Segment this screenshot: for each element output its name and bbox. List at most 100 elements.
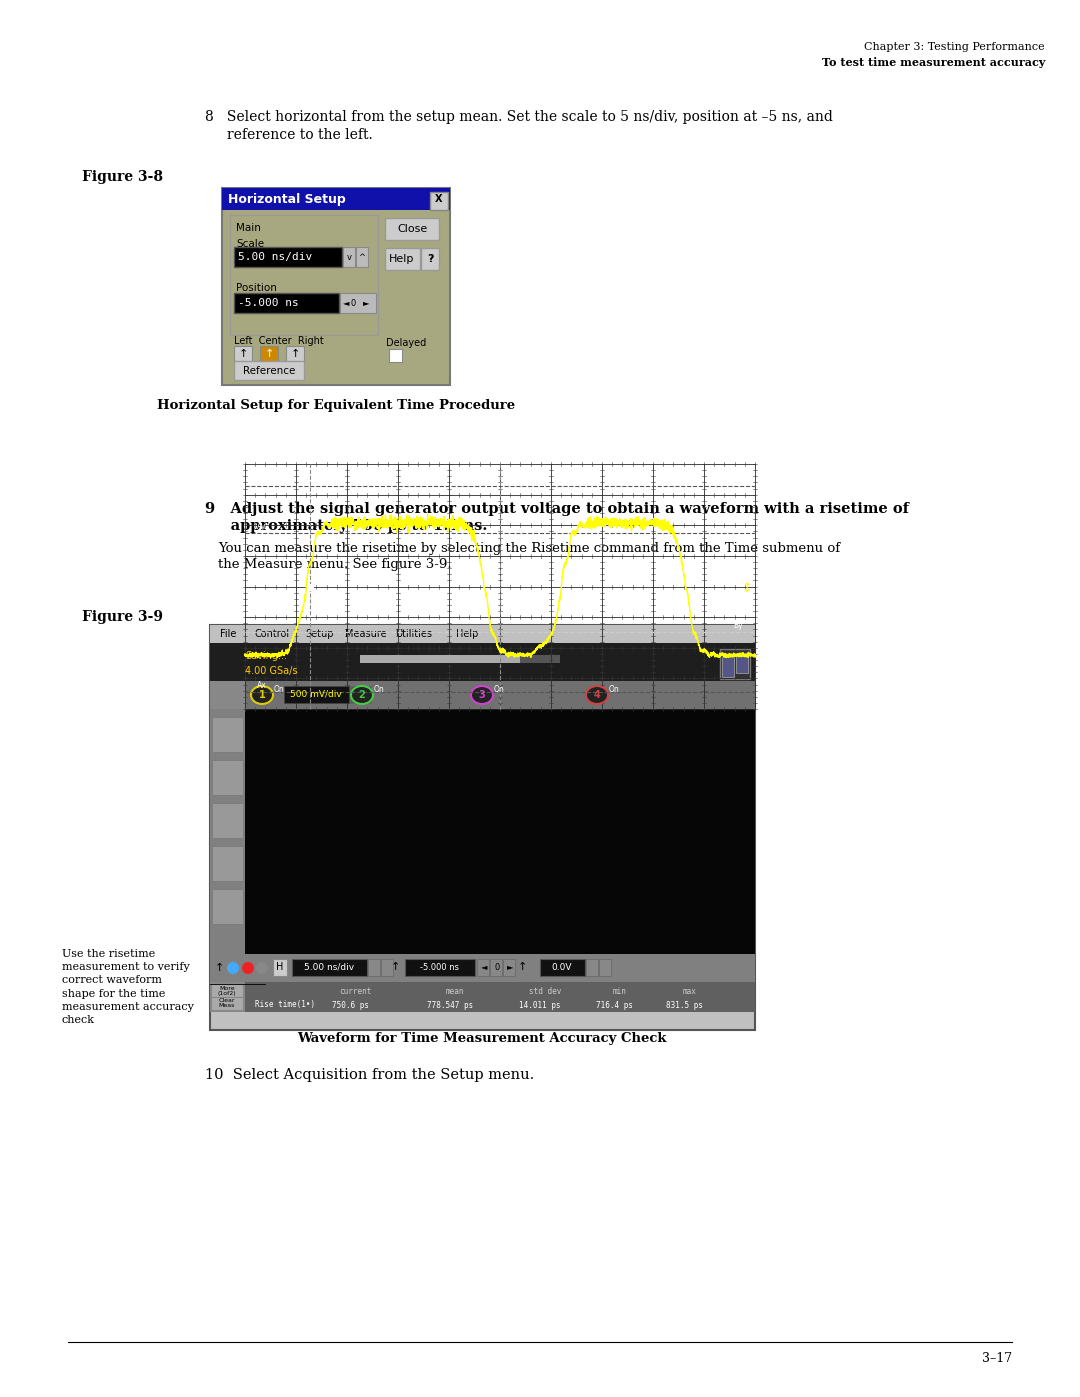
Text: Ay: Ay [257, 521, 267, 531]
Bar [210, 954, 755, 982]
Circle shape [242, 963, 254, 974]
Text: Waveform for Time Measurement Accuracy Check: Waveform for Time Measurement Accuracy C… [297, 1032, 666, 1045]
Bar [234, 247, 342, 267]
Bar [212, 803, 243, 838]
Text: Clear
Meas: Clear Meas [219, 997, 235, 1009]
Bar [234, 360, 303, 380]
Bar [490, 958, 502, 977]
Bar [210, 982, 245, 1011]
Text: Main: Main [237, 224, 261, 233]
Bar [212, 847, 243, 882]
Text: On: On [609, 686, 620, 694]
Circle shape [256, 963, 268, 974]
Text: ►: ► [363, 299, 369, 307]
Text: ↑: ↑ [265, 349, 273, 359]
Text: 750.6 ps: 750.6 ps [332, 1000, 368, 1010]
Text: 0: 0 [350, 299, 355, 307]
Text: reference to the left.: reference to the left. [205, 129, 373, 142]
Text: Ax: Ax [257, 680, 267, 690]
Text: Left  Center  Right: Left Center Right [234, 337, 324, 346]
Text: Help: Help [389, 254, 415, 264]
Circle shape [227, 963, 239, 974]
Bar [210, 624, 755, 1030]
Bar [735, 652, 748, 673]
Text: Control: Control [255, 629, 289, 638]
Bar [260, 346, 278, 362]
Text: mean: mean [446, 988, 464, 996]
Text: Figure 3-8: Figure 3-8 [82, 170, 163, 184]
Text: Reference: Reference [243, 366, 295, 376]
Ellipse shape [351, 686, 373, 704]
Text: 9   Adjust the signal generator output voltage to obtain a waveform with a riset: 9 Adjust the signal generator output vol… [205, 502, 909, 515]
Text: File: File [220, 629, 237, 638]
Text: Horizontal Setup: Horizontal Setup [228, 193, 346, 205]
Text: 2: 2 [359, 690, 365, 700]
Bar [284, 686, 349, 703]
Text: Scale: Scale [237, 239, 265, 249]
Bar [343, 247, 355, 267]
Text: Chapter 3: Testing Performance: Chapter 3: Testing Performance [864, 42, 1045, 52]
Text: 5.00 ns/div: 5.00 ns/div [303, 963, 354, 971]
Bar [389, 349, 402, 362]
Text: Figure 3-9: Figure 3-9 [82, 610, 163, 624]
Text: H: H [276, 963, 284, 972]
Bar [360, 655, 519, 664]
Bar [210, 710, 245, 954]
Bar [360, 655, 561, 664]
Bar [222, 189, 450, 210]
Bar [421, 249, 438, 270]
Bar [599, 958, 611, 977]
Text: On: On [274, 686, 285, 694]
Text: Utilities: Utilities [395, 629, 433, 638]
Text: 3–17: 3–17 [982, 1352, 1012, 1365]
Text: Saving...: Saving... [245, 651, 287, 661]
Bar [384, 249, 420, 270]
Text: On: On [374, 686, 384, 694]
Bar [361, 686, 372, 703]
Text: On: On [494, 686, 504, 694]
Bar [210, 624, 755, 643]
Text: 14.011 ps: 14.011 ps [519, 1000, 561, 1010]
Text: More
(1of2): More (1of2) [218, 986, 237, 996]
Text: ↑: ↑ [214, 963, 224, 972]
Bar [292, 958, 367, 977]
Text: X: X [435, 194, 443, 204]
Ellipse shape [251, 686, 273, 704]
Bar [245, 710, 755, 954]
Bar [245, 982, 755, 1011]
Bar [540, 958, 585, 977]
Text: std dev: std dev [529, 988, 562, 996]
Text: 10  Select Acquisition from the Setup menu.: 10 Select Acquisition from the Setup men… [205, 1067, 535, 1083]
Text: 3: 3 [478, 690, 485, 700]
Bar [723, 657, 734, 678]
Text: 4.00 GSa/s: 4.00 GSa/s [245, 666, 297, 676]
Bar [368, 958, 380, 977]
Text: Measure: Measure [346, 629, 387, 638]
Bar [230, 215, 378, 335]
Text: 1: 1 [258, 690, 266, 700]
Text: ↑: ↑ [517, 963, 527, 972]
Text: ◄: ◄ [481, 963, 487, 971]
Bar [212, 717, 243, 752]
Text: Help: Help [457, 629, 478, 638]
Text: min: min [613, 988, 626, 996]
Bar [286, 346, 303, 362]
Text: You can measure the risetime by selecting the Risetime command from the Time sub: You can measure the risetime by selectin… [218, 542, 840, 555]
Text: 716.4 ps: 716.4 ps [596, 1000, 634, 1010]
Text: 0: 0 [495, 963, 500, 971]
Text: Bx: Bx [257, 475, 267, 483]
Text: Setup: Setup [306, 629, 334, 638]
Bar [211, 997, 243, 1010]
Bar [503, 958, 515, 977]
Text: 4: 4 [594, 690, 600, 700]
Text: Use the risetime
measurement to verify
correct waveform
shape for the time
measu: Use the risetime measurement to verify c… [62, 949, 194, 1025]
Bar [210, 680, 245, 710]
Bar [350, 686, 360, 703]
Text: ^: ^ [359, 253, 365, 261]
Text: ↑: ↑ [239, 349, 247, 359]
Text: 0.0V: 0.0V [552, 963, 572, 971]
Bar [340, 293, 376, 313]
Bar [211, 983, 243, 997]
Bar [720, 650, 750, 679]
Text: 500 mV/div: 500 mV/div [291, 690, 342, 698]
